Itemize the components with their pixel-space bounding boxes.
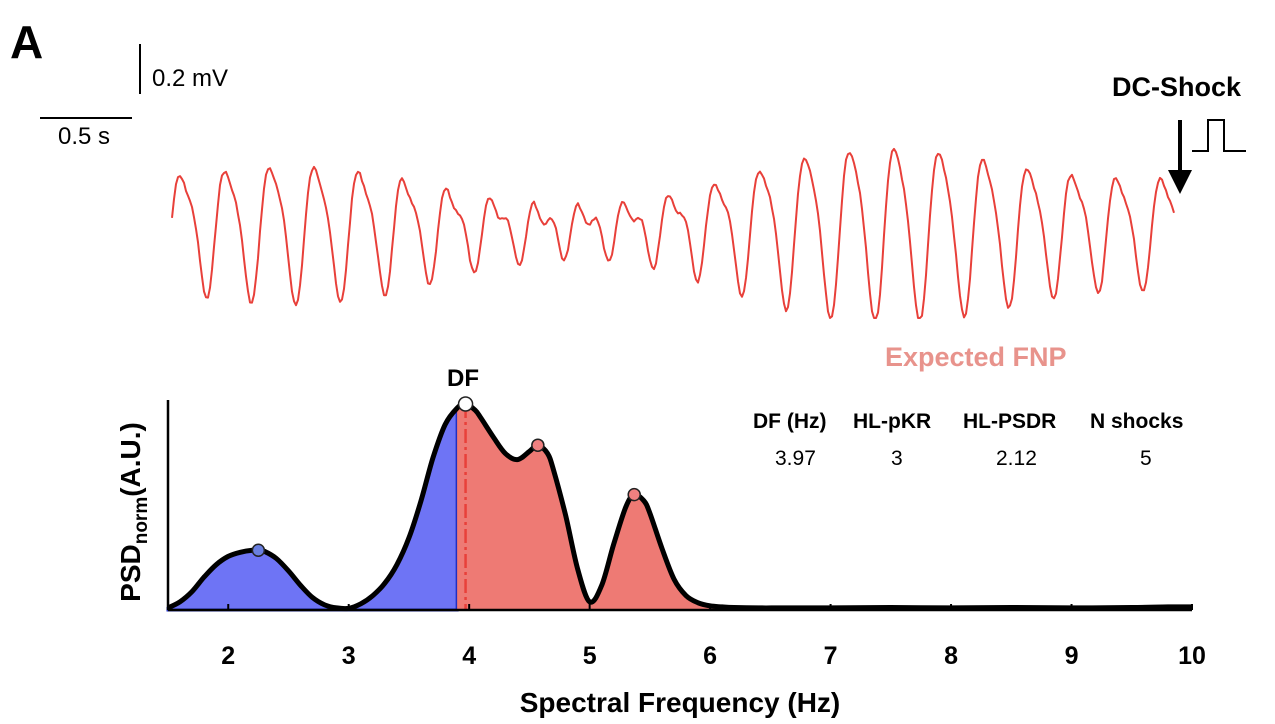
y-axis-title: PSDnorm(A.U.) [115, 422, 152, 602]
voltage-scale-label: 0.2 mV [152, 65, 228, 92]
x-tick-label: 10 [1178, 642, 1206, 670]
stat-header-hl-psdr: HL-PSDR [963, 410, 1056, 433]
y-axis-title-suffix: (A.U.) [115, 422, 146, 497]
stat-value-hl-psdr: 2.12 [996, 447, 1037, 470]
stats-table: DF (Hz) HL-pKR HL-PSDR N shocks 3.97 3 2… [753, 410, 1183, 470]
x-ticks: 2 3 4 5 6 7 8 9 10 [221, 604, 1206, 670]
peak-marker [251, 543, 266, 558]
fnp-title: Expected FNP [885, 342, 1067, 372]
pulse-icon [1192, 119, 1246, 152]
x-tick-label: 9 [1065, 642, 1079, 670]
time-scale-label: 0.5 s [58, 123, 110, 150]
stat-header-hl-pkr: HL-pKR [853, 410, 931, 433]
stat-value-hl-pkr: 3 [891, 447, 903, 470]
dc-shock-arrow-icon [1168, 170, 1192, 194]
x-tick-label: 2 [221, 642, 235, 670]
x-tick-label: 8 [944, 642, 958, 670]
psd-plot: 2 3 4 5 6 7 8 9 10 [166, 396, 1206, 670]
x-tick-label: 5 [583, 642, 597, 670]
y-axis-title-sub: norm [131, 497, 152, 545]
ecg-trace [171, 147, 1175, 319]
dc-shock-label: DC-Shock [1112, 72, 1242, 102]
peak-marker [531, 438, 545, 452]
stat-value-n-shocks: 5 [1140, 447, 1152, 470]
stat-header-n-shocks: N shocks [1090, 410, 1183, 433]
df-peak-marker [457, 396, 474, 412]
x-axis-title: Spectral Frequency (Hz) [520, 687, 841, 718]
area-above-df [457, 403, 1193, 610]
peak-marker [627, 487, 641, 502]
x-tick-label: 3 [342, 642, 356, 670]
x-tick-label: 6 [703, 642, 717, 670]
x-tick-label: 4 [462, 642, 476, 670]
x-tick-label: 7 [824, 642, 838, 670]
area-below-df [166, 403, 459, 612]
psd-curve [166, 401, 1193, 612]
peak-markers [251, 396, 641, 558]
stat-value-df: 3.97 [775, 447, 816, 470]
panel-label: A [10, 16, 43, 68]
y-axis-title-main: PSD [115, 544, 146, 602]
stat-header-df: DF (Hz) [753, 410, 826, 433]
df-label: DF [447, 365, 479, 392]
